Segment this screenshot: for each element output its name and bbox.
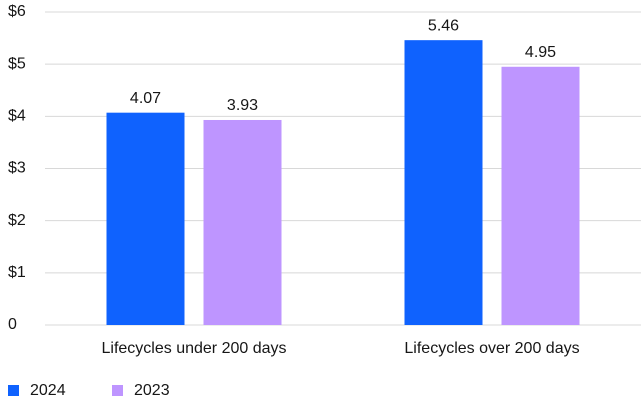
legend-label: 2023 bbox=[134, 382, 170, 399]
y-tick-label: 0 bbox=[8, 316, 17, 333]
y-tick-label: $4 bbox=[8, 108, 26, 125]
bar bbox=[404, 40, 483, 326]
legend-swatch bbox=[8, 385, 19, 396]
y-tick-label: $1 bbox=[8, 264, 26, 281]
bar bbox=[501, 66, 580, 326]
data-label: 4.95 bbox=[525, 44, 556, 61]
x-tick-label: Lifecycles under 200 days bbox=[102, 340, 287, 357]
x-tick-label: Lifecycles over 200 days bbox=[404, 340, 579, 357]
data-label: 3.93 bbox=[227, 97, 258, 114]
y-tick-label: $5 bbox=[8, 55, 26, 72]
y-tick-label: $6 bbox=[8, 3, 26, 20]
bar bbox=[106, 112, 185, 325]
data-label: 5.46 bbox=[428, 17, 459, 34]
data-label: 4.07 bbox=[130, 90, 161, 107]
y-tick-label: $3 bbox=[8, 160, 26, 177]
legend-label: 2024 bbox=[30, 382, 66, 399]
y-tick-label: $2 bbox=[8, 212, 26, 229]
legend-swatch bbox=[112, 385, 123, 396]
bar bbox=[203, 119, 282, 325]
